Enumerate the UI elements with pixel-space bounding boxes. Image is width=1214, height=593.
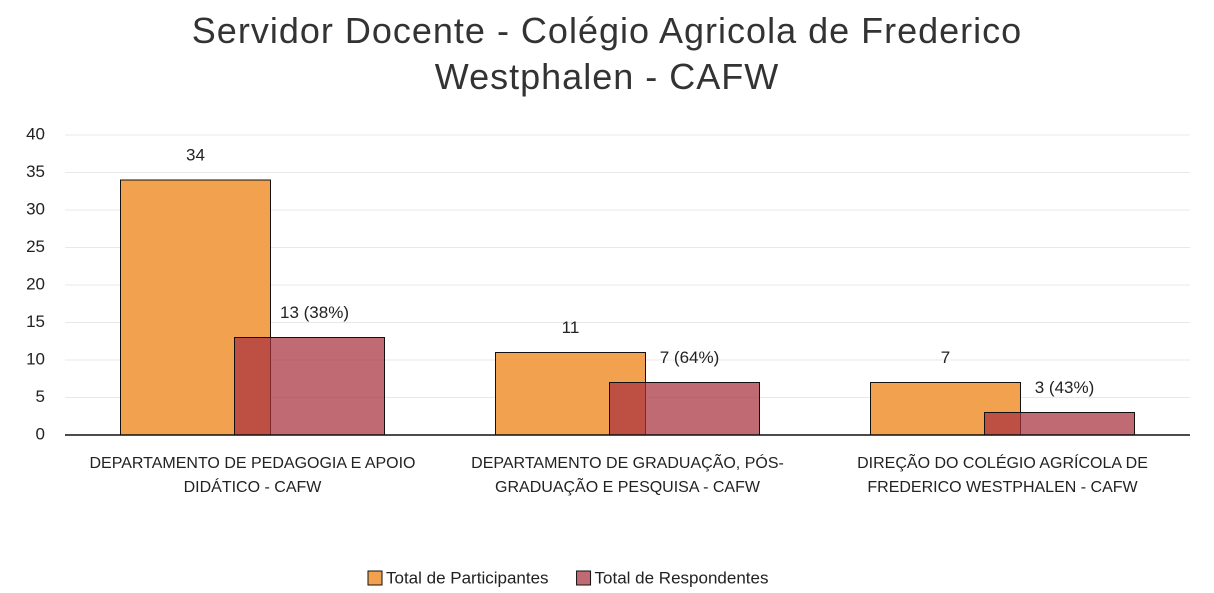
x-tick-label: DEPARTAMENTO DE GRADUAÇÃO, PÓS-GRADUAÇÃO… — [471, 455, 784, 496]
data-label: 13 (38%) — [280, 303, 349, 322]
x-tick-label: DEPARTAMENTO DE PEDAGOGIA E APOIO DIDÁTI… — [89, 455, 416, 496]
chart-title: Servidor Docente - Colégio Agricola de F… — [191, 10, 1023, 97]
y-tick-label: 15 — [26, 312, 45, 331]
bar — [609, 382, 760, 436]
y-tick-label: 10 — [26, 349, 45, 368]
data-label: 34 — [186, 145, 205, 164]
bar — [984, 412, 1135, 436]
data-label: 7 (64%) — [660, 348, 720, 367]
data-label: 3 (43%) — [1035, 378, 1095, 397]
y-tick-label: 0 — [36, 424, 45, 443]
bar — [234, 337, 385, 436]
x-tick-label: DIREÇÃO DO COLÉGIO AGRÍCOLA DE FREDERICO… — [857, 455, 1148, 496]
legend-label: Total de Participantes — [386, 568, 549, 587]
legend-label: Total de Respondentes — [595, 568, 769, 587]
y-tick-label: 5 — [36, 387, 45, 406]
legend-swatch — [367, 570, 383, 586]
y-tick-label: 35 — [26, 162, 45, 181]
y-tick-label: 20 — [26, 274, 45, 293]
y-tick-label: 25 — [26, 237, 45, 256]
legend-swatch — [576, 570, 592, 586]
y-tick-label: 40 — [26, 124, 45, 143]
data-label: 11 — [562, 318, 580, 337]
data-label: 7 — [941, 348, 950, 367]
y-tick-label: 30 — [26, 199, 45, 218]
